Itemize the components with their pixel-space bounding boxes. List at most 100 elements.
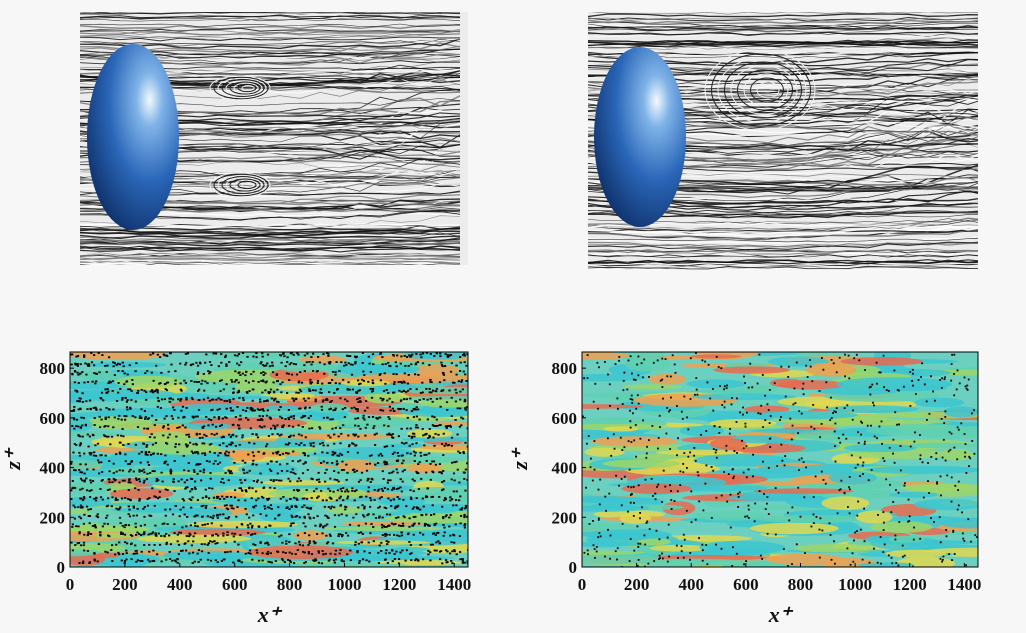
dot	[204, 524, 206, 526]
dot	[295, 363, 297, 365]
dot	[261, 419, 263, 421]
dot	[239, 534, 241, 536]
dot	[414, 408, 416, 410]
dot	[464, 490, 466, 492]
dot	[249, 553, 251, 555]
dot	[149, 561, 151, 563]
dot	[163, 523, 165, 525]
dot	[225, 472, 227, 474]
dot	[162, 435, 164, 437]
dot	[779, 419, 781, 421]
dot	[359, 428, 361, 430]
dot	[322, 442, 324, 444]
dot	[891, 557, 893, 559]
contour-patch	[349, 477, 381, 481]
dot	[245, 371, 247, 373]
dot	[718, 366, 720, 368]
dot	[329, 478, 331, 480]
dot	[324, 506, 326, 508]
dot	[342, 487, 344, 489]
dot	[336, 499, 338, 501]
dot	[334, 514, 336, 516]
dot	[669, 448, 671, 450]
dot	[957, 427, 959, 429]
dot	[417, 463, 419, 465]
dot	[968, 465, 970, 467]
dot	[344, 362, 346, 364]
dot	[450, 560, 452, 562]
dot	[83, 534, 85, 536]
dot	[111, 481, 113, 483]
dot	[221, 379, 223, 381]
dot	[110, 382, 112, 384]
dot	[340, 361, 342, 363]
dot	[271, 398, 273, 400]
dot	[659, 426, 661, 428]
dot	[202, 524, 204, 526]
dot	[118, 508, 120, 510]
dot	[312, 361, 314, 363]
dot	[172, 418, 174, 420]
dot	[334, 562, 336, 564]
dot	[943, 439, 945, 441]
dot	[833, 540, 835, 542]
dot	[86, 469, 88, 471]
dot	[907, 521, 909, 523]
dot	[115, 453, 117, 455]
dot	[205, 354, 207, 356]
dot	[233, 451, 235, 453]
contour-patch	[758, 465, 802, 474]
dot	[265, 526, 267, 528]
dot	[141, 551, 143, 553]
dot	[791, 439, 793, 441]
dot	[341, 461, 343, 463]
dot	[455, 365, 457, 367]
dot	[923, 497, 925, 499]
dot	[310, 507, 312, 509]
dot	[450, 514, 452, 516]
dot	[235, 379, 237, 381]
dot	[455, 461, 457, 463]
dot	[277, 401, 279, 403]
dot	[284, 561, 286, 563]
dot	[413, 534, 415, 536]
dot	[274, 398, 276, 400]
dot	[745, 560, 747, 562]
dot	[856, 354, 858, 356]
dot	[354, 363, 356, 365]
dot	[666, 433, 668, 435]
dot	[392, 445, 394, 447]
dot	[202, 505, 204, 507]
dot	[319, 362, 321, 364]
dot	[406, 398, 408, 400]
dot	[179, 515, 181, 517]
dot	[368, 356, 370, 358]
dot	[439, 558, 441, 560]
dot	[347, 388, 349, 390]
dot	[258, 451, 260, 453]
dot	[877, 514, 879, 516]
dot	[288, 478, 290, 480]
dot	[130, 543, 132, 545]
dot	[465, 469, 467, 471]
dot	[283, 355, 285, 357]
dot	[102, 400, 104, 402]
dot	[792, 507, 794, 509]
dot	[143, 482, 145, 484]
dot	[708, 364, 710, 366]
dot	[143, 544, 145, 546]
dot	[401, 462, 403, 464]
dot	[295, 392, 297, 394]
dot	[263, 452, 265, 454]
dot	[370, 481, 372, 483]
dot	[649, 528, 651, 530]
dot	[263, 410, 265, 412]
dot	[148, 534, 150, 536]
dot	[307, 513, 309, 515]
dot	[761, 558, 763, 560]
dot	[287, 444, 289, 446]
dot	[822, 530, 824, 532]
dot	[853, 357, 855, 359]
dot	[801, 413, 803, 415]
dot	[912, 369, 914, 371]
